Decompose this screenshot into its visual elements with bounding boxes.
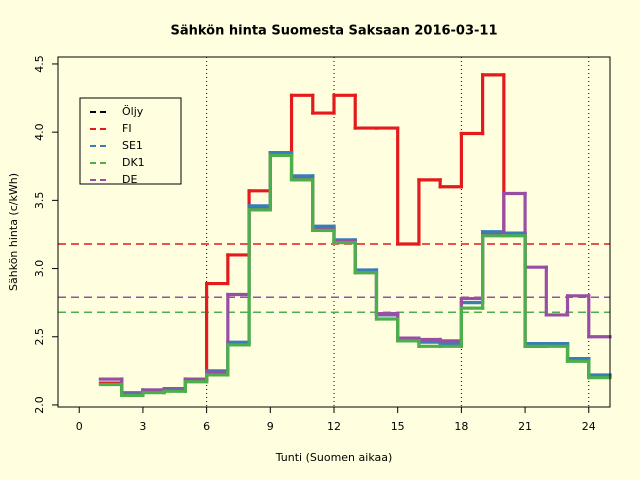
legend-box	[79, 97, 182, 185]
y-axis-label: Sähkön hinta (c/kWh)	[7, 173, 20, 291]
x-tick-label: 21	[518, 420, 532, 433]
x-tick-label: 9	[267, 420, 274, 433]
legend-label: SE1	[122, 139, 143, 152]
legend-label: FI	[122, 122, 132, 135]
x-tick-label: 15	[391, 420, 405, 433]
plot-frame	[57, 56, 611, 408]
y-tick-label: 2.5	[33, 328, 46, 346]
x-tick-label: 6	[203, 420, 210, 433]
x-tick-label: 24	[582, 420, 596, 433]
legend-label: DK1	[122, 156, 145, 169]
x-tick-label: 18	[454, 420, 468, 433]
chart-title: Sähkön hinta Suomesta Saksaan 2016-03-11	[170, 24, 497, 39]
legend-label: DE	[122, 173, 137, 186]
x-axis-label: Tunti (Suomen aikaa)	[275, 451, 393, 464]
y-tick-label: 4.5	[33, 55, 46, 73]
y-tick-label: 3.0	[33, 260, 46, 278]
x-tick-label: 3	[139, 420, 146, 433]
y-tick-label: 3.5	[33, 192, 46, 210]
y-tick-label: 4.0	[33, 123, 46, 141]
x-tick-label: 12	[327, 420, 341, 433]
x-tick-label: 0	[76, 420, 83, 433]
legend-label: Öljy	[122, 105, 144, 118]
y-tick-label: 2.0	[33, 396, 46, 414]
